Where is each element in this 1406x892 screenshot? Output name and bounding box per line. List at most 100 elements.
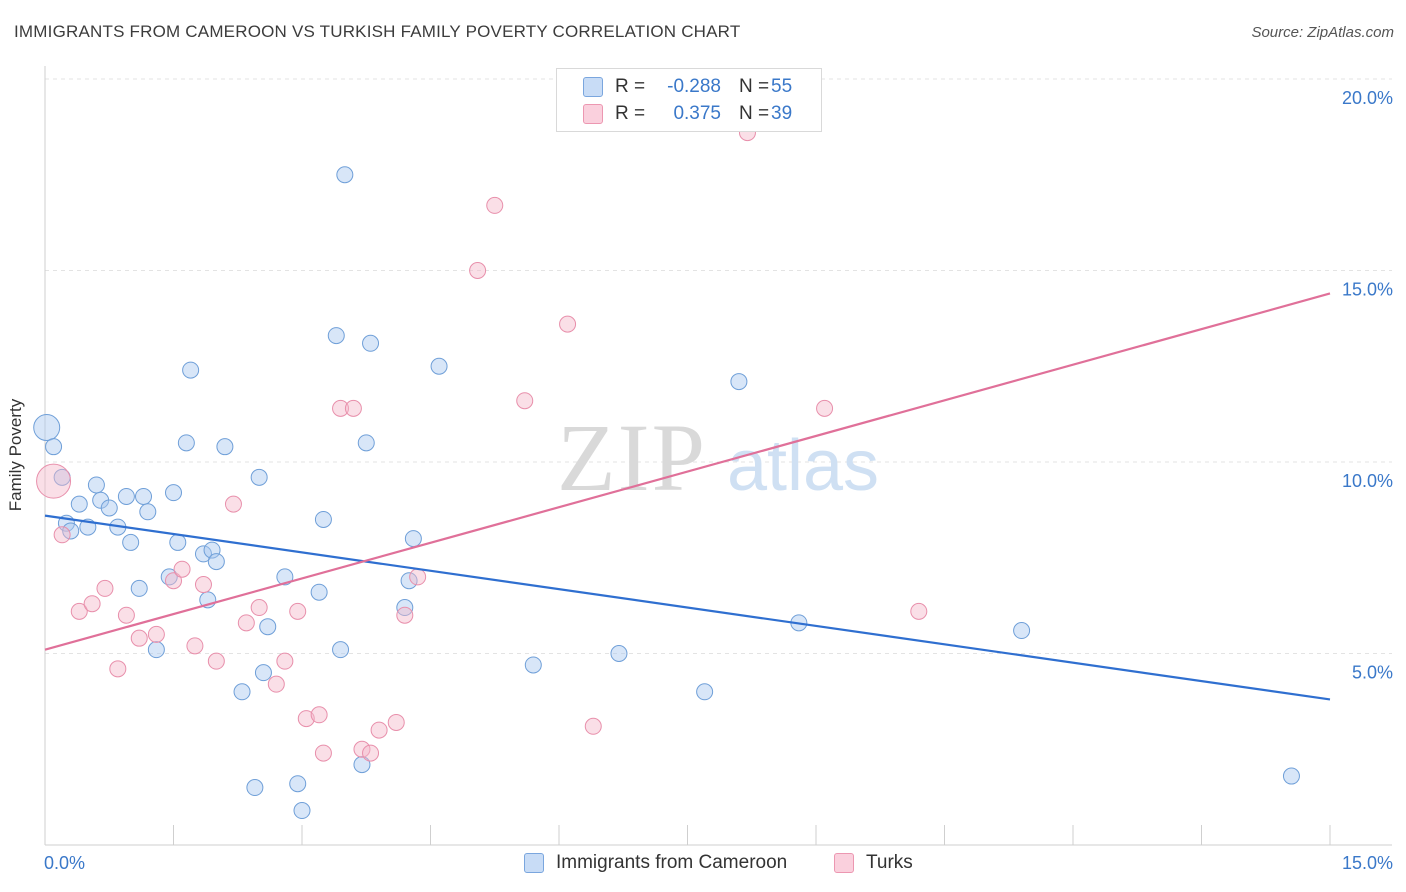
turks-point: [310, 706, 328, 724]
turks-point: [559, 315, 577, 333]
cameroon-point: [100, 499, 118, 517]
legend-label-turks: Turks: [866, 852, 913, 873]
turks-point: [165, 572, 182, 590]
y-tick-labels: 5.0% 10.0% 15.0% 20.0%: [1342, 88, 1393, 683]
trend-lines: [44, 292, 1331, 701]
r-label: R =: [615, 103, 646, 124]
cameroon-point: [1013, 622, 1031, 640]
r-value: 0.375: [673, 103, 721, 124]
cameroon-point: [33, 414, 61, 442]
legend-swatch-cameroon: [524, 853, 544, 873]
turks-point: [237, 614, 255, 632]
turks-point: [36, 463, 72, 499]
turks-point: [516, 392, 534, 410]
n-label: N =: [739, 76, 770, 97]
cameroon-point: [730, 373, 748, 391]
n-value: 39: [771, 103, 793, 124]
cameroon-point: [610, 645, 628, 662]
cameroon-point: [524, 656, 542, 674]
turks-point: [469, 262, 487, 279]
turks-point: [186, 637, 204, 655]
watermark-atlas: atlas: [727, 426, 879, 506]
turks-point: [370, 721, 388, 739]
legend-row-turks: R = 0.375 N = 39: [583, 102, 792, 126]
turks-point: [362, 744, 380, 762]
gridlines: [45, 78, 1392, 654]
legend-swatch-turks: [834, 853, 854, 873]
legend-item-turks: Turks: [834, 852, 913, 874]
n-label: N =: [739, 103, 770, 124]
legend-row-cameroon: R = -0.288 N = 55: [583, 75, 792, 99]
turks-point: [70, 602, 88, 620]
cameroon-point: [216, 438, 234, 456]
x-tick-labels: 0.0% 15.0%: [44, 853, 1393, 873]
cameroon-point: [259, 618, 277, 636]
cameroon-point: [430, 357, 448, 375]
turks-point: [910, 602, 928, 620]
turks-point: [83, 595, 101, 613]
n-value: 55: [771, 76, 793, 97]
cameroon-point: [62, 522, 80, 540]
turks-point: [109, 660, 127, 678]
cameroon-point: [135, 487, 153, 505]
y-tick-label: 15.0%: [1342, 280, 1393, 300]
cameroon-point: [1282, 767, 1300, 785]
turks-point: [224, 495, 242, 513]
cameroon-point: [289, 775, 307, 793]
turks-point: [173, 560, 191, 578]
cameroon-point: [293, 802, 311, 820]
y-tick-label: 5.0%: [1352, 663, 1393, 683]
x-tick-label-max: 15.0%: [1342, 853, 1393, 873]
cameroon-point: [139, 503, 157, 521]
cameroon-point: [353, 756, 371, 774]
cameroon-point: [250, 468, 268, 486]
cameroon-point: [332, 641, 350, 659]
x-tick-label-min: 0.0%: [44, 853, 85, 873]
legend-label-cameroon: Immigrants from Cameroon: [556, 852, 788, 873]
cameroon-point: [254, 664, 272, 682]
turks-point: [289, 602, 307, 620]
cameroon-point: [165, 484, 182, 502]
turks-point: [96, 579, 114, 597]
legend-swatch-cameroon: [583, 77, 603, 97]
data-points: [33, 124, 1300, 820]
chart-title: IMMIGRANTS FROM CAMEROON VS TURKISH FAMI…: [14, 22, 741, 41]
turks-point: [387, 713, 405, 731]
legend-item-cameroon: Immigrants from Cameroon: [524, 852, 787, 874]
cameroon-point: [130, 579, 148, 597]
turks-point: [584, 717, 602, 735]
cameroon-point: [696, 683, 714, 701]
chart-source: Source: ZipAtlas.com: [1251, 24, 1394, 41]
turks-point: [409, 568, 427, 586]
cameroon-trend-line: [44, 514, 1331, 701]
turks-point: [486, 196, 504, 214]
cameroon-point: [327, 327, 345, 345]
y-tick-label: 20.0%: [1342, 88, 1393, 108]
r-value: -0.288: [667, 76, 721, 97]
turks-point: [344, 399, 362, 417]
cameroon-point: [404, 530, 422, 548]
y-tick-label: 10.0%: [1342, 471, 1393, 491]
turks-point: [147, 625, 165, 643]
cameroon-point: [207, 553, 225, 571]
cameroon-point: [147, 641, 165, 659]
turks-point: [276, 652, 294, 670]
cameroon-point: [169, 533, 187, 551]
cameroon-point: [177, 434, 195, 452]
cameroon-point: [362, 334, 380, 352]
turks-point: [297, 710, 315, 728]
watermark: ZIP atlas: [557, 404, 879, 511]
turks-point: [250, 599, 268, 617]
turks-point: [314, 744, 332, 762]
cameroon-point: [314, 510, 332, 528]
legend-swatch-turks: [583, 104, 603, 124]
turks-point: [130, 629, 148, 647]
turks-point: [207, 652, 225, 670]
cameroon-point: [87, 476, 105, 494]
turks-point: [332, 399, 350, 417]
cameroon-point: [70, 495, 88, 513]
turks-point: [53, 526, 71, 544]
cameroon-point: [194, 545, 212, 563]
turks-trend-line: [44, 292, 1331, 651]
